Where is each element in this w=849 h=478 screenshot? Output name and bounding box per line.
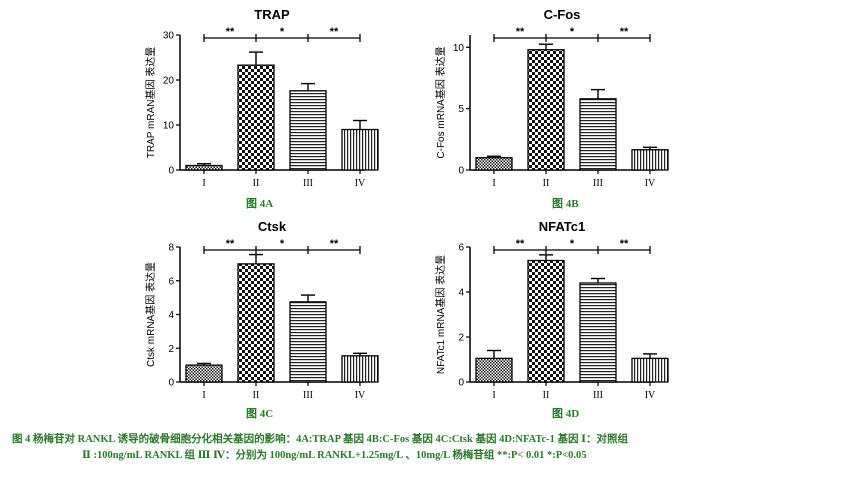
figure-label-4c: 图 4C [246, 408, 274, 420]
significance-label: ** [620, 26, 629, 38]
y-tick-label: 8 [168, 243, 174, 254]
y-axis-label: NFATc1 mRNA基因 表达量 [434, 255, 447, 374]
y-tick-label: 6 [458, 243, 464, 254]
x-tick-label: I [202, 178, 205, 189]
bar-IV [341, 355, 379, 383]
bar-I [185, 164, 223, 171]
chart-title: NFATc1 [539, 219, 585, 234]
chart-title: TRAP [254, 7, 290, 22]
bar-IV [631, 149, 669, 171]
bar-IV [341, 128, 379, 171]
y-axis-label: TRAP mRAN基因 表达量 [144, 47, 157, 159]
x-tick-label: IV [355, 178, 366, 189]
x-tick-label: II [543, 390, 550, 401]
significance-label: ** [620, 238, 629, 250]
chart-title: C-Fos [544, 7, 581, 22]
bar-III [289, 301, 327, 383]
x-tick-label: IV [355, 390, 366, 401]
significance-label: ** [516, 26, 525, 38]
y-tick-label: 4 [168, 310, 174, 321]
y-tick-label: 10 [453, 43, 465, 54]
bar-I [185, 364, 223, 383]
y-tick-label: 10 [163, 121, 175, 132]
y-tick-label: 2 [168, 344, 174, 355]
y-tick-label: 30 [163, 31, 175, 42]
x-tick-label: II [253, 390, 260, 401]
bar-IV [631, 357, 669, 383]
chart-panel-4a: TRAP TRAP mRAN基因 表达量 0 10 20 30 I II III IV ** * ** [140, 0, 380, 215]
figure-label-4a: 图 4A [246, 198, 274, 210]
significance-label: ** [226, 26, 235, 38]
x-tick-label: III [303, 178, 313, 189]
caption-line-2: Ⅱ :100ng/mL RANKL 组 Ⅲ Ⅳ：分别为 100ng/mL RAN… [82, 450, 587, 461]
figure-label-4b: 图 4B [552, 198, 579, 210]
y-tick-label: 0 [458, 378, 464, 389]
x-tick-label: II [253, 178, 260, 189]
caption-line-1: 图 4 杨梅苷对 RANKL 诱导的破骨细胞分化相关基因的影响：4A:TRAP … [12, 434, 629, 445]
x-tick-label: III [593, 390, 603, 401]
y-tick-label: 0 [458, 166, 464, 177]
x-tick-label: III [303, 390, 313, 401]
bar-I [475, 357, 513, 383]
x-tick-label: I [492, 390, 495, 401]
x-tick-label: II [543, 178, 550, 189]
significance-label: ** [226, 238, 235, 250]
y-tick-label: 4 [458, 288, 464, 299]
y-tick-label: 6 [168, 276, 174, 287]
figure-caption: 图 4 杨梅苷对 RANKL 诱导的破骨细胞分化相关基因的影响：4A:TRAP … [12, 432, 842, 464]
y-tick-label: 0 [168, 166, 174, 177]
y-axis-label: Ctsk mRNA基因 表达量 [144, 262, 157, 367]
bar-II [527, 49, 565, 171]
bar-II [237, 263, 275, 383]
bar-III [579, 98, 617, 171]
significance-label: ** [330, 26, 339, 38]
significance-label: ** [330, 238, 339, 250]
significance-label: * [570, 26, 575, 38]
y-axis-label: C-Fos mRNA基因 表达量 [434, 46, 447, 158]
significance-label: ** [516, 238, 525, 250]
x-tick-label: I [202, 390, 205, 401]
significance-label: * [280, 238, 285, 250]
figure-label-4d: 图 4D [552, 408, 580, 420]
x-tick-label: III [593, 178, 603, 189]
y-tick-label: 5 [458, 104, 464, 115]
chart-panel-4d: NFATc1 NFATc1 mRNA基因 表达量 0 2 4 6 I II III IV ** * ** [430, 212, 670, 427]
significance-label: * [280, 26, 285, 38]
bar-II [527, 259, 565, 383]
bar-I [475, 157, 513, 171]
bar-III [289, 90, 327, 171]
x-tick-label: I [492, 178, 495, 189]
bar-III [579, 282, 617, 383]
chart-panel-4b: C-Fos C-Fos mRNA基因 表达量 0 5 10 I II III IV ** * ** [430, 0, 670, 215]
chart-panel-4c: Ctsk Ctsk mRNA基因 表达量 0 2 4 6 8 I II III IV ** * ** [140, 212, 380, 427]
bar-II [237, 64, 275, 171]
y-tick-label: 2 [458, 333, 464, 344]
x-tick-label: IV [645, 178, 656, 189]
y-tick-label: 0 [168, 378, 174, 389]
chart-title: Ctsk [258, 219, 287, 234]
significance-label: * [570, 238, 575, 250]
x-tick-label: IV [645, 390, 656, 401]
y-tick-label: 20 [163, 76, 175, 87]
